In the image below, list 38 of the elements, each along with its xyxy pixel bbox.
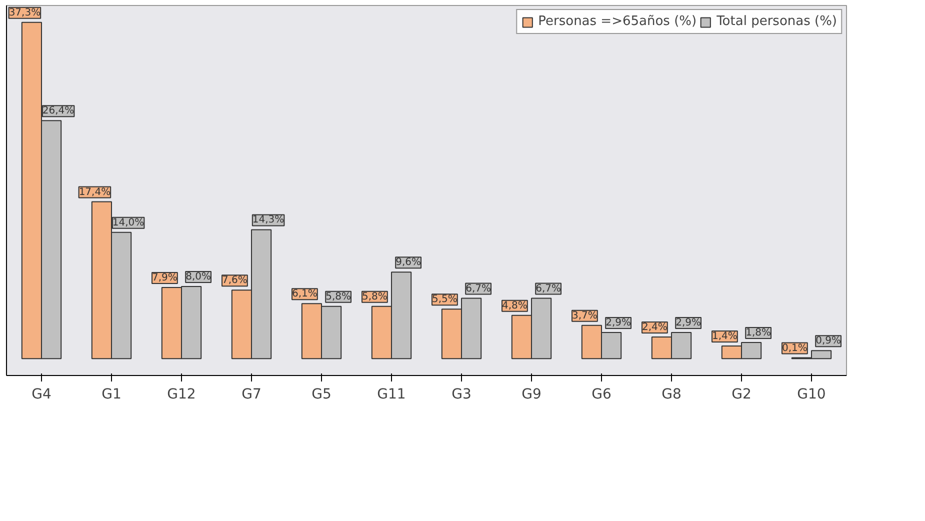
data-label: 1,4% — [712, 331, 738, 342]
x-tick-label: G11 — [377, 386, 406, 402]
x-tick-label: G12 — [167, 386, 196, 402]
data-label: 26,4% — [42, 106, 74, 117]
x-tick-label: G7 — [242, 386, 262, 402]
data-label: 17,4% — [78, 186, 111, 198]
data-label: 1,8% — [746, 327, 772, 338]
x-tick-label: G1 — [102, 386, 122, 402]
x-tick-label: G4 — [32, 386, 52, 402]
data-label: 8,0% — [186, 272, 212, 283]
data-label: 7,9% — [152, 272, 178, 284]
data-label: 37,3% — [8, 7, 41, 18]
data-label: 2,9% — [606, 318, 632, 329]
legend-label: Personas =>65años (%) — [538, 14, 697, 29]
data-label: 5,5% — [432, 294, 458, 306]
data-label: 2,4% — [642, 322, 668, 334]
x-tick-label: G9 — [522, 386, 542, 402]
data-label: 5,8% — [326, 291, 352, 302]
data-label: 14,3% — [252, 214, 284, 226]
data-label: 9,6% — [396, 257, 422, 268]
x-tick-label: G10 — [797, 386, 826, 402]
data-label: 0,1% — [782, 342, 808, 354]
data-label: 6,7% — [536, 283, 562, 294]
x-tick-label: G6 — [592, 386, 612, 402]
data-label: 7,6% — [222, 275, 248, 286]
data-label: 3,7% — [572, 310, 598, 322]
data-label: 14,0% — [112, 217, 144, 228]
x-tick-label: G2 — [732, 386, 752, 402]
data-label: 4,8% — [502, 300, 528, 312]
legend-label: Total personas (%) — [716, 14, 837, 29]
data-label: 0,9% — [816, 336, 842, 347]
data-label: 6,1% — [292, 288, 318, 300]
x-tick-label: G3 — [452, 386, 472, 402]
data-label: 6,7% — [466, 283, 492, 294]
data-label: 5,8% — [362, 291, 388, 302]
x-tick-label: G5 — [312, 386, 332, 402]
x-tick-label: G8 — [662, 386, 682, 402]
data-label: 2,9% — [676, 318, 702, 329]
